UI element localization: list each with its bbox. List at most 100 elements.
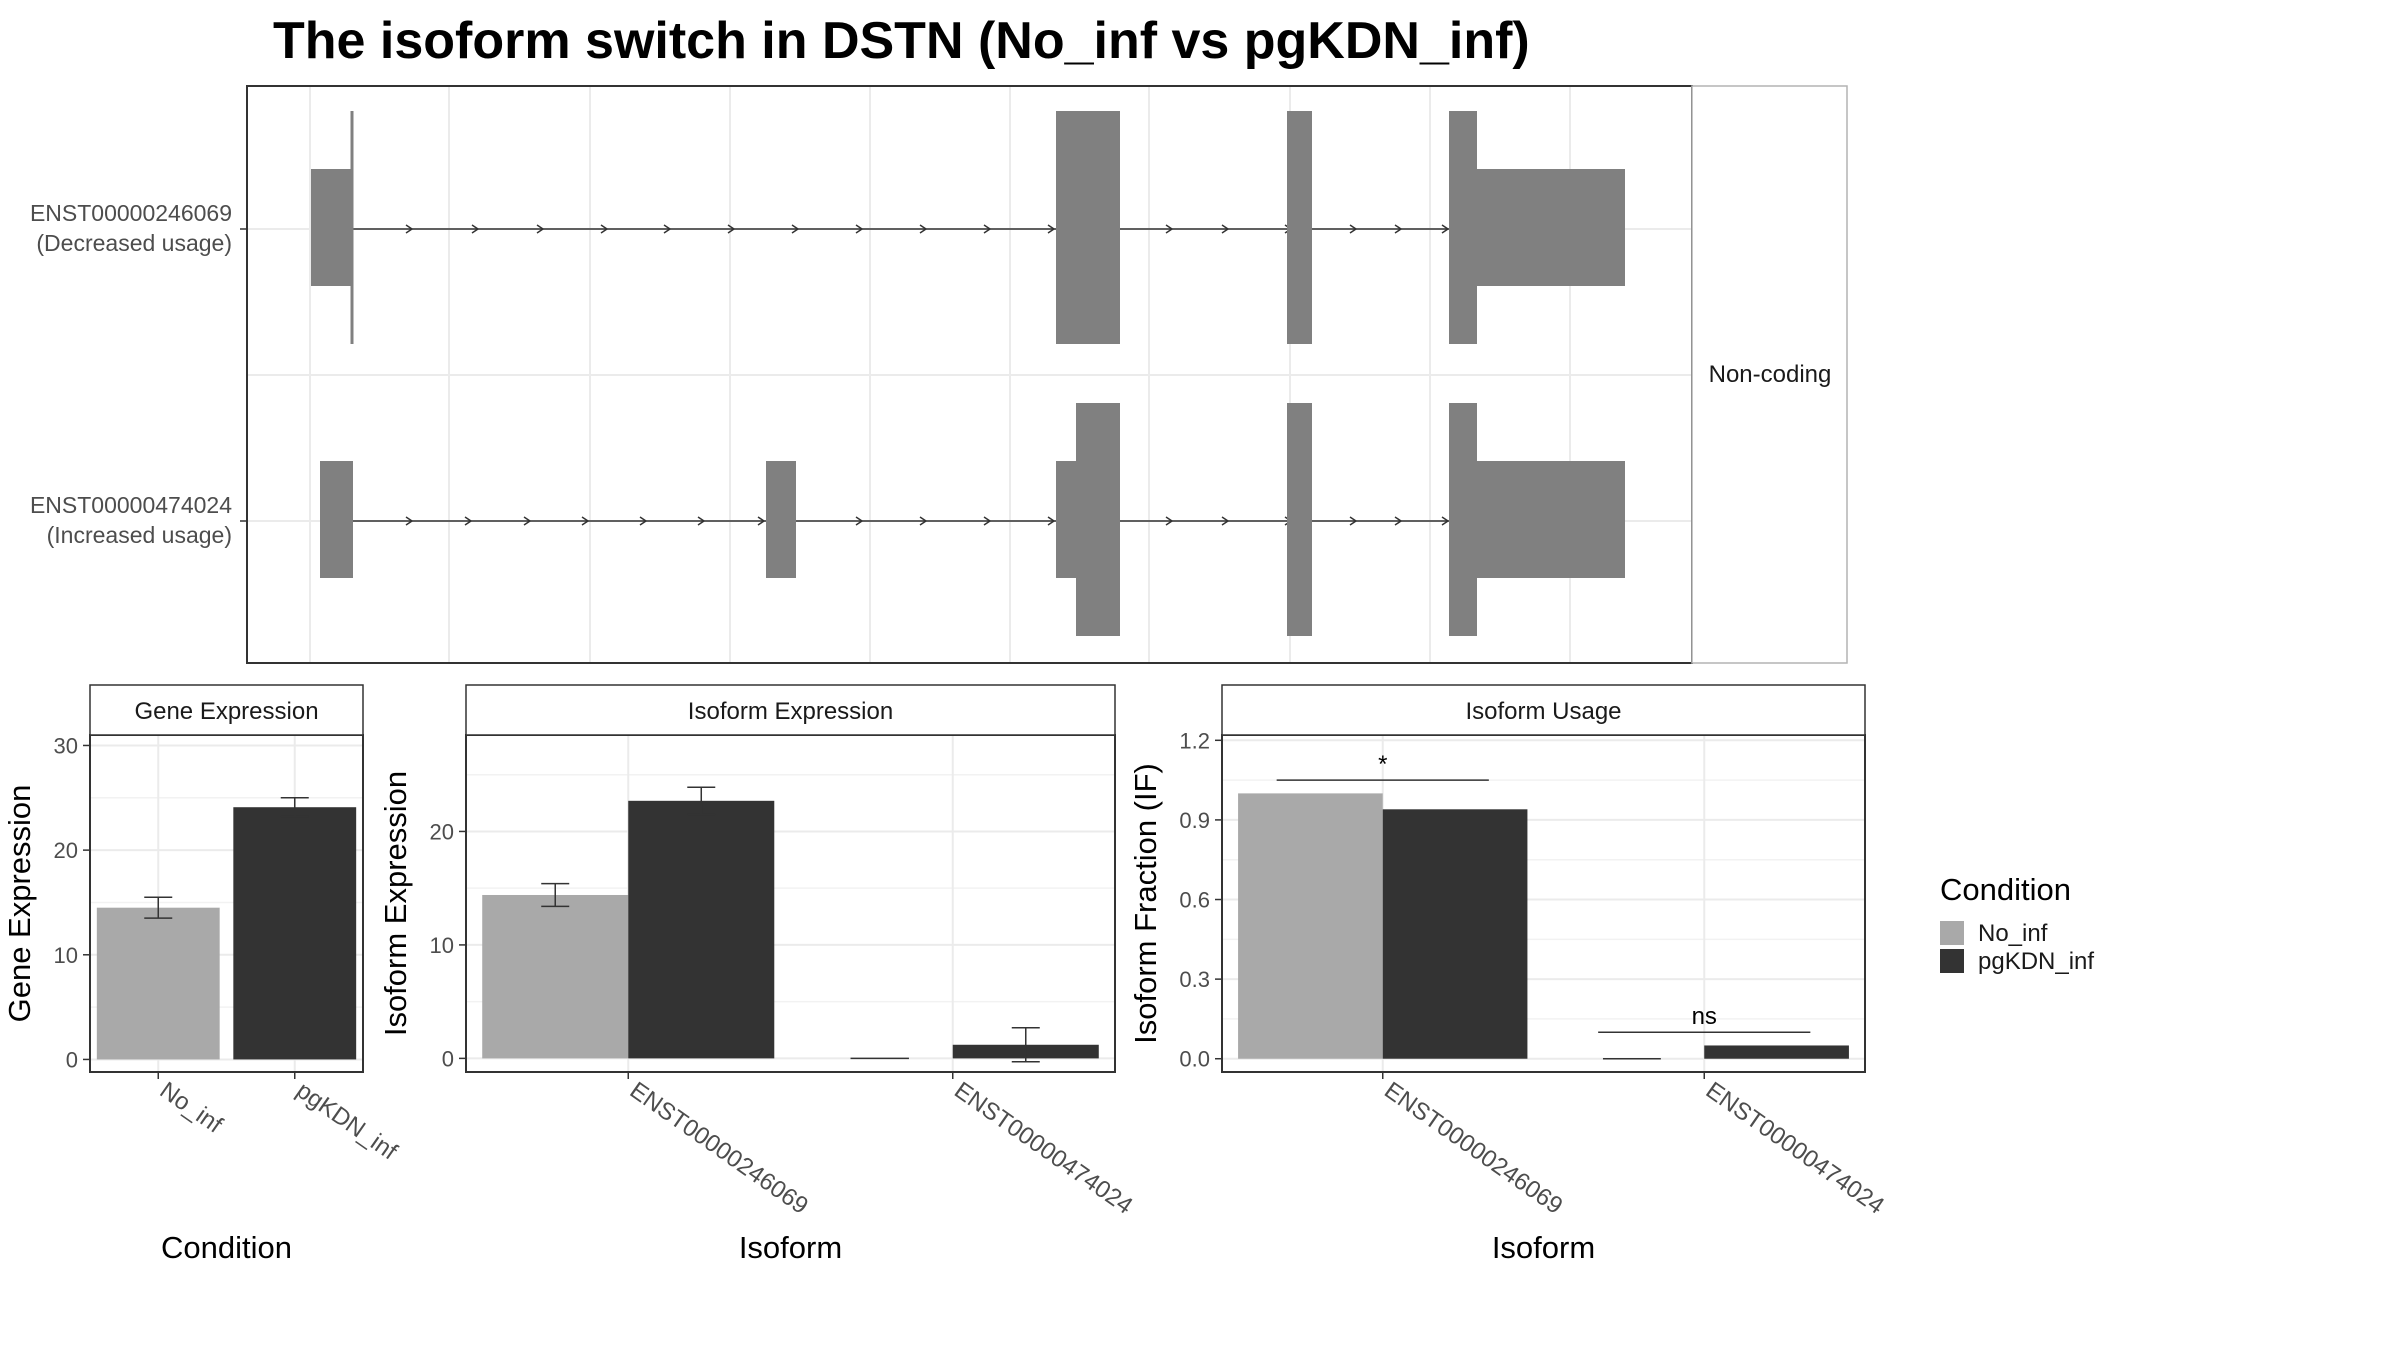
direction-arrow — [600, 224, 609, 234]
bar-pgkdn_inf — [1382, 809, 1528, 1059]
exon — [320, 461, 353, 578]
direction-arrow — [1221, 516, 1230, 526]
structure-strip — [1691, 85, 1848, 664]
bar-no_inf — [482, 894, 629, 1059]
direction-arrow — [855, 224, 864, 234]
direction-arrow — [581, 516, 590, 526]
y-tick-label: 10 — [430, 933, 454, 958]
isoform-expression-panel: 0 10 20 Isoform Expression ENST00000246069 EN… — [378, 684, 1138, 1265]
transcript-structure-panel: Non-coding ENST00000246069 (Decreased usag… — [30, 85, 1848, 664]
error-bar — [541, 882, 570, 908]
direction-arrow — [663, 224, 672, 234]
direction-arrow — [757, 516, 766, 526]
x-tick-label: ENST00000474024 — [949, 1077, 1137, 1220]
bar-pgkdn_inf — [1704, 1045, 1849, 1059]
y-tick-label: 10 — [54, 943, 78, 968]
significance-label: ns — [1692, 1003, 1717, 1030]
x-tick-label: ENST00000246069 — [625, 1077, 813, 1220]
figure-title: The isoform switch in DSTN (No_inf vs pg… — [273, 12, 1530, 70]
direction-arrow — [536, 224, 545, 234]
significance-label: * — [1378, 751, 1387, 778]
exon — [1056, 461, 1076, 578]
legend-label-no_inf: No_inf — [1978, 920, 2048, 947]
y-tick-label: 1.2 — [1179, 728, 1210, 753]
x-tick-label: No_inf — [155, 1077, 228, 1139]
direction-arrow — [919, 516, 928, 526]
direction-arrow — [1165, 224, 1174, 234]
direction-arrow — [1441, 516, 1450, 526]
exon — [1056, 111, 1120, 344]
direction-arrow — [639, 516, 648, 526]
structure-strip-label: Non-coding — [1709, 361, 1832, 388]
x-tick-label: pgKDN_inf — [291, 1077, 402, 1166]
direction-arrow — [919, 224, 928, 234]
direction-arrow — [523, 516, 532, 526]
direction-arrow — [1394, 516, 1403, 526]
y-tick-label: 20 — [430, 819, 454, 844]
exon — [1449, 111, 1477, 344]
direction-arrow — [1047, 224, 1056, 234]
direction-arrow — [1394, 224, 1403, 234]
transcript-label: ENST00000246069 — [30, 200, 232, 226]
y-axis-title: Isoform Expression — [378, 771, 413, 1036]
legend-label-pgkdn_inf: pgKDN_inf — [1978, 948, 2094, 975]
direction-arrow — [1047, 516, 1056, 526]
exon — [311, 169, 353, 286]
y-tick-label: 0.6 — [1179, 888, 1210, 913]
x-axis-title: Isoform — [739, 1230, 842, 1265]
exon — [1287, 111, 1312, 344]
bar-pgkdn_inf — [233, 807, 357, 1060]
y-tick-label: 20 — [54, 838, 78, 863]
direction-arrow — [727, 224, 736, 234]
gene-expression-panel: 0 10 20 30 Gene Expression No_inf pgKDN_inf Con… — [2, 684, 402, 1265]
y-tick-label: 0.3 — [1179, 967, 1210, 992]
direction-arrow — [471, 224, 480, 234]
legend-swatch-pgkdn_inf — [1940, 949, 1964, 973]
direction-arrow — [1165, 516, 1174, 526]
exon — [1477, 169, 1625, 286]
y-tick-label: 0.0 — [1179, 1047, 1210, 1072]
direction-arrow — [855, 516, 864, 526]
direction-arrow — [1349, 224, 1358, 234]
x-tick-label: ENST00000474024 — [1701, 1077, 1889, 1220]
transcript-sublabel: (Decreased usage) — [36, 230, 232, 256]
direction-arrow — [1441, 224, 1450, 234]
y-tick-label: 0 — [442, 1046, 454, 1071]
legend-title: Condition — [1940, 872, 2071, 907]
direction-arrow — [983, 224, 992, 234]
panel-strip — [465, 684, 1116, 736]
bar-no_inf — [96, 907, 220, 1060]
direction-arrow — [1349, 516, 1358, 526]
direction-arrow — [405, 516, 414, 526]
legend-swatch-no_inf — [1940, 921, 1964, 945]
isoform-usage-panel: 0.0 0.3 0.6 0.9 1.2 * ns Isoform Usage ENST00000… — [1128, 684, 1889, 1265]
y-tick-label: 0 — [66, 1047, 78, 1072]
panel-strip-title: Isoform Usage — [1465, 698, 1621, 725]
y-tick-label: 30 — [54, 733, 78, 758]
transcript-label: ENST00000474024 — [30, 492, 232, 518]
panel-strip-title: Gene Expression — [134, 698, 318, 725]
exon — [1477, 461, 1625, 578]
direction-arrow — [983, 516, 992, 526]
y-axis-title: Isoform Fraction (IF) — [1128, 763, 1163, 1044]
direction-arrow — [1221, 224, 1230, 234]
y-tick-label: 0.9 — [1179, 808, 1210, 833]
error-bar — [144, 896, 173, 919]
error-bar — [1011, 1027, 1040, 1063]
x-axis-title: Isoform — [1492, 1230, 1595, 1265]
exon — [1076, 403, 1120, 636]
x-tick-label: ENST00000246069 — [1379, 1077, 1567, 1220]
panel-strip — [1221, 684, 1866, 736]
panel-strip-title: Isoform Expression — [688, 698, 893, 725]
direction-arrow — [405, 224, 414, 234]
direction-arrow — [697, 516, 706, 526]
direction-arrow — [791, 224, 800, 234]
transcript-sublabel: (Increased usage) — [47, 522, 232, 548]
error-bar — [687, 786, 716, 816]
bar-no_inf — [1238, 793, 1383, 1059]
exon — [1449, 403, 1477, 636]
y-axis-title: Gene Expression — [2, 785, 37, 1023]
exon — [1287, 403, 1312, 636]
